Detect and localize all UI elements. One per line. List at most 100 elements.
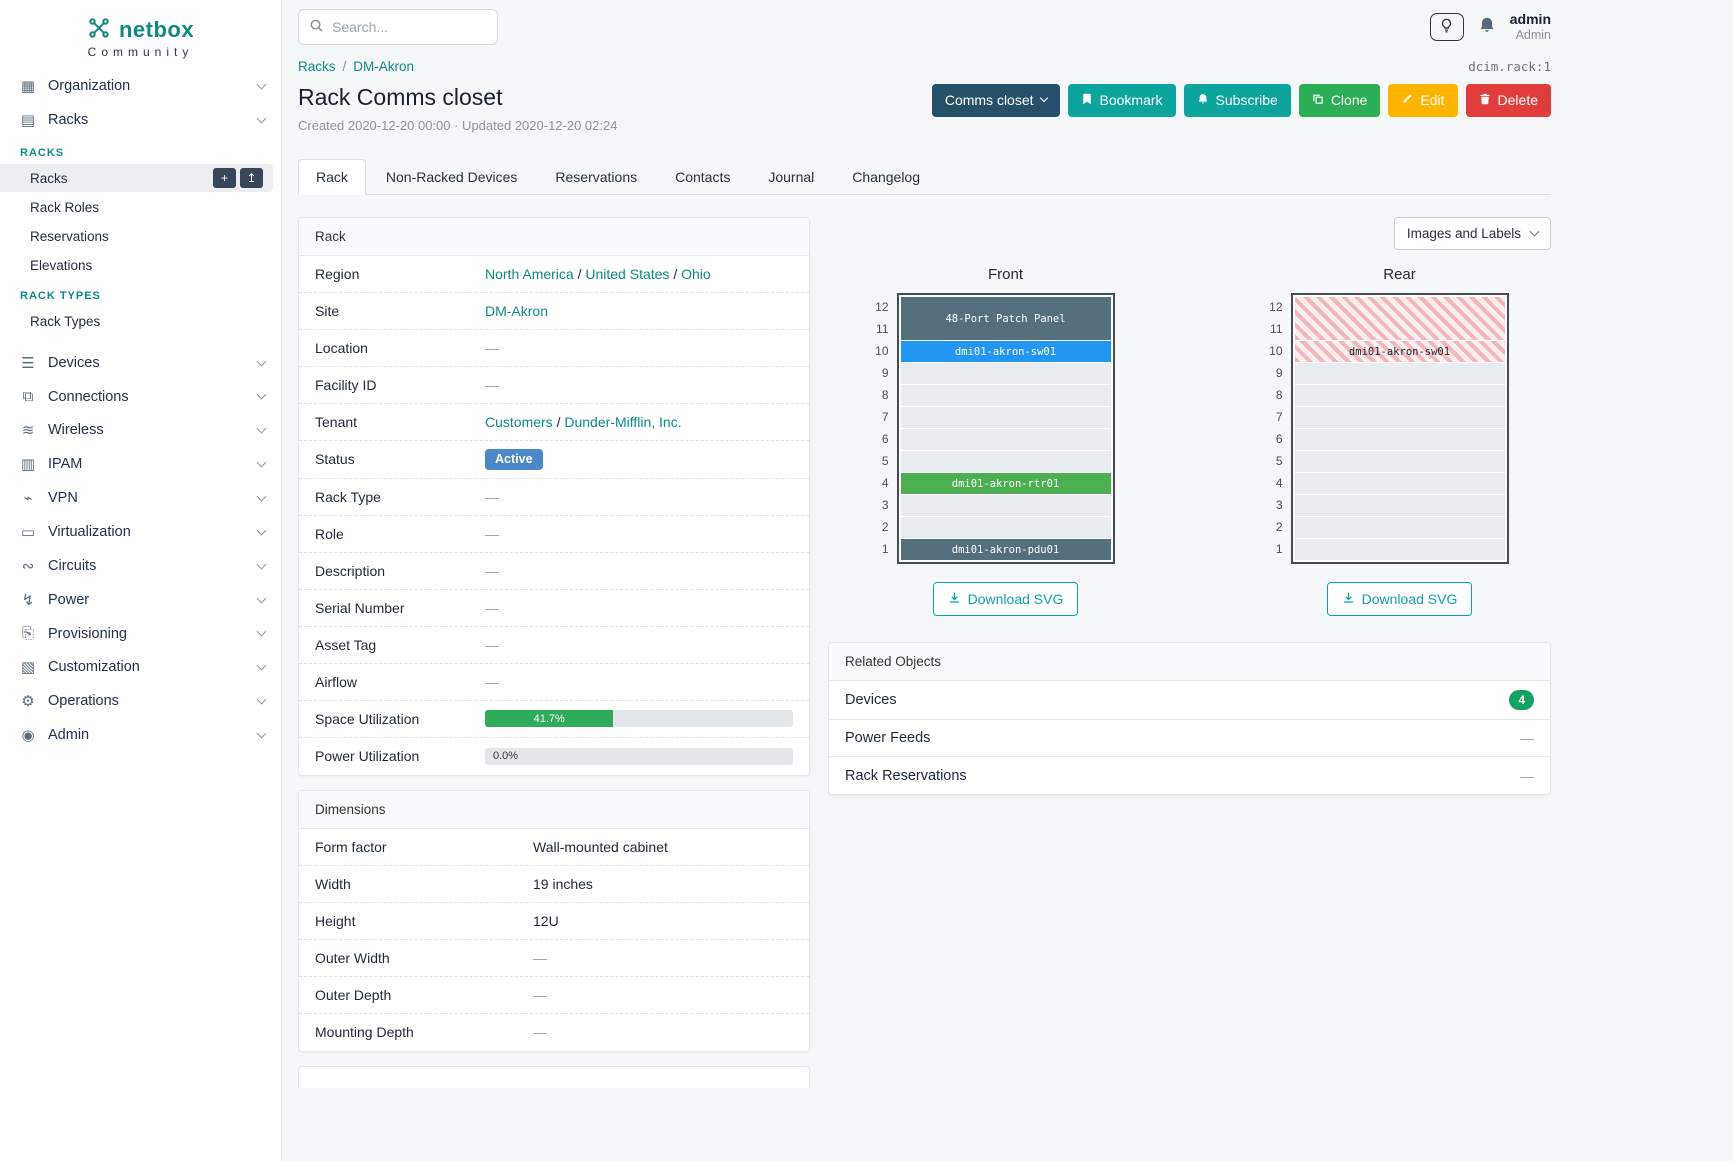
related-rack-reservations[interactable]: Rack Reservations — — [829, 757, 1550, 794]
sidebar: netbox Community ▦ Organization ▤ Racks RACK… — [0, 0, 282, 1161]
sidebar-item-racks[interactable]: ▤ Racks — [0, 103, 281, 137]
unit-number: 1 — [881, 542, 889, 556]
link-customers[interactable]: Customers — [485, 414, 553, 430]
related-objects-panel: Related Objects Devices 4 Power Feeds — Rack… — [828, 642, 1551, 795]
bookmark-button[interactable]: Bookmark — [1067, 84, 1176, 117]
sidebar-nav: ▦ Organization ▤ Racks RACKS Racks + ↥ Rack Role… — [0, 69, 281, 752]
rack-unit-empty[interactable] — [900, 451, 1111, 472]
bell-icon — [1478, 16, 1496, 37]
sidebar-item-rack-roles[interactable]: Rack Roles — [0, 193, 273, 221]
related-power-feeds[interactable]: Power Feeds — — [829, 720, 1550, 757]
chevron-down-icon — [1039, 94, 1048, 103]
notifications-button[interactable] — [1478, 16, 1496, 37]
rack-unit-empty[interactable] — [1294, 429, 1505, 450]
attr-label: Height — [315, 912, 356, 929]
sidebar-item-ipam[interactable]: ▥ IPAM — [0, 447, 281, 481]
attr-value: 41.7% — [485, 710, 793, 727]
sidebar-item-wireless[interactable]: ≋ Wireless — [0, 413, 281, 447]
rack-device-dmi01-akron-pdu01[interactable]: dmi01-akron-pdu01 — [900, 539, 1111, 560]
sidebar-item-rack-types[interactable]: Rack Types — [0, 307, 273, 335]
attr-label: Width — [315, 875, 351, 892]
link-united-states[interactable]: United States — [585, 266, 670, 282]
download-rear-svg-button[interactable]: Download SVG — [1326, 582, 1473, 616]
front-elevation-title: Front — [987, 266, 1023, 283]
sidebar-item-admin[interactable]: ◉ Admin — [0, 718, 281, 752]
sidebar-item-label: Admin — [48, 727, 90, 743]
rack-unit-empty[interactable] — [900, 429, 1111, 450]
link-dm-akron[interactable]: DM-Akron — [485, 303, 549, 319]
rack-unit-empty[interactable] — [1294, 517, 1505, 538]
sidebar-item-devices[interactable]: ☰ Devices — [0, 346, 281, 380]
breadcrumb-dm-akron[interactable]: DM-Akron — [353, 59, 415, 74]
path-separator: / — [573, 266, 586, 282]
import-button[interactable]: ↥ — [240, 168, 263, 188]
sidebar-item-connections[interactable]: ⧉ Connections — [0, 380, 281, 413]
edit-button[interactable]: Edit — [1388, 84, 1458, 117]
link-north-america[interactable]: North America — [485, 266, 574, 282]
delete-button[interactable]: Delete — [1465, 84, 1551, 117]
action-buttons: Comms closet Bookmark Subscribe Clone — [931, 84, 1551, 117]
sidebar-item-racks[interactable]: Racks + ↥ — [0, 164, 273, 192]
admin-icon: ◉ — [21, 727, 35, 744]
sidebar-item-provisioning[interactable]: ⎘ Provisioning — [0, 617, 281, 650]
attr-value: 0.0% — [485, 747, 793, 765]
sidebar-item-label: Racks — [48, 112, 89, 128]
rack-device-48-port-patch-panel[interactable]: 48-Port Patch Panel — [900, 297, 1111, 340]
theme-toggle-button[interactable] — [1429, 12, 1464, 41]
sidebar-item-vpn[interactable]: ⌁ VPN — [0, 481, 281, 515]
sidebar-group-heading: RACKS — [20, 147, 65, 159]
rack-occupied-slot[interactable] — [1294, 297, 1505, 340]
breadcrumb-racks[interactable]: Racks — [298, 59, 336, 74]
add-button[interactable]: + — [213, 168, 236, 188]
unit-number: 3 — [1275, 498, 1283, 512]
rack-unit-empty[interactable] — [900, 407, 1111, 428]
attr-value: 12U — [533, 912, 559, 929]
rack-unit-empty[interactable] — [1294, 385, 1505, 406]
sidebar-item-elevations[interactable]: Elevations — [0, 251, 273, 279]
rack-device-dmi01-akron-sw01[interactable]: dmi01-akron-sw01 — [900, 341, 1111, 362]
sidebar-item-customization[interactable]: ▧ Customization — [0, 650, 281, 684]
rack-unit-empty[interactable] — [1294, 495, 1505, 516]
tab-rack[interactable]: Rack — [298, 159, 366, 195]
rack-unit-empty[interactable] — [1294, 473, 1505, 494]
download-front-svg-button[interactable]: Download SVG — [932, 582, 1079, 616]
rack-unit-empty[interactable] — [1294, 363, 1505, 384]
object-reference: dcim.rack:1 — [1468, 59, 1551, 74]
rack-unit-empty[interactable] — [1294, 407, 1505, 428]
search-input[interactable] — [332, 19, 487, 35]
download-icon — [948, 591, 961, 607]
context-dropdown-button[interactable]: Comms closet — [931, 84, 1060, 117]
netbox-logo[interactable]: netbox Community — [0, 0, 281, 69]
user-menu[interactable]: admin Admin — [1510, 11, 1551, 43]
tab-changelog[interactable]: Changelog — [852, 169, 921, 185]
sidebar-item-virtualization[interactable]: ▭ Virtualization — [0, 515, 281, 549]
images-labels-select[interactable]: Images and Labels — [1393, 217, 1551, 250]
rack-unit-empty[interactable] — [900, 385, 1111, 406]
rack-device-dmi01-akron-rtr01[interactable]: dmi01-akron-rtr01 — [900, 473, 1111, 494]
rear-unit-numbers: 12 11 10 9 8 7 6 5 4 3 2 1 — [1265, 293, 1291, 564]
sidebar-item-reservations[interactable]: Reservations — [0, 222, 273, 250]
link-ohio[interactable]: Ohio — [681, 266, 711, 282]
rack-unit-empty[interactable] — [1294, 451, 1505, 472]
attr-label: Region — [315, 266, 360, 282]
unit-number: 10 — [875, 344, 889, 358]
rack-device-dmi01-akron-sw01[interactable]: dmi01-akron-sw01 — [1294, 341, 1505, 362]
sidebar-item-operations[interactable]: ⚙ Operations — [0, 684, 281, 718]
tab-journal[interactable]: Journal — [768, 169, 815, 185]
rack-unit-empty[interactable] — [900, 517, 1111, 538]
sidebar-item-organization[interactable]: ▦ Organization — [0, 69, 281, 103]
sidebar-link-label: Reservations — [30, 228, 109, 244]
clone-button[interactable]: Clone — [1298, 84, 1381, 117]
tab-contacts[interactable]: Contacts — [675, 169, 731, 185]
related-devices[interactable]: Devices 4 — [829, 681, 1550, 720]
sidebar-item-label: Connections — [48, 388, 129, 405]
tab-reservations[interactable]: Reservations — [555, 169, 638, 185]
subscribe-button[interactable]: Subscribe — [1183, 84, 1291, 117]
link-dunder-mifflin-inc[interactable]: Dunder-Mifflin, Inc. — [564, 414, 682, 430]
sidebar-item-circuits[interactable]: ∾ Circuits — [0, 549, 281, 583]
tab-non-racked-devices[interactable]: Non-Racked Devices — [385, 169, 518, 185]
rack-unit-empty[interactable] — [900, 495, 1111, 516]
rack-unit-empty[interactable] — [900, 363, 1111, 384]
rack-unit-empty[interactable] — [1294, 539, 1505, 560]
sidebar-item-power[interactable]: ↯ Power — [0, 583, 281, 617]
